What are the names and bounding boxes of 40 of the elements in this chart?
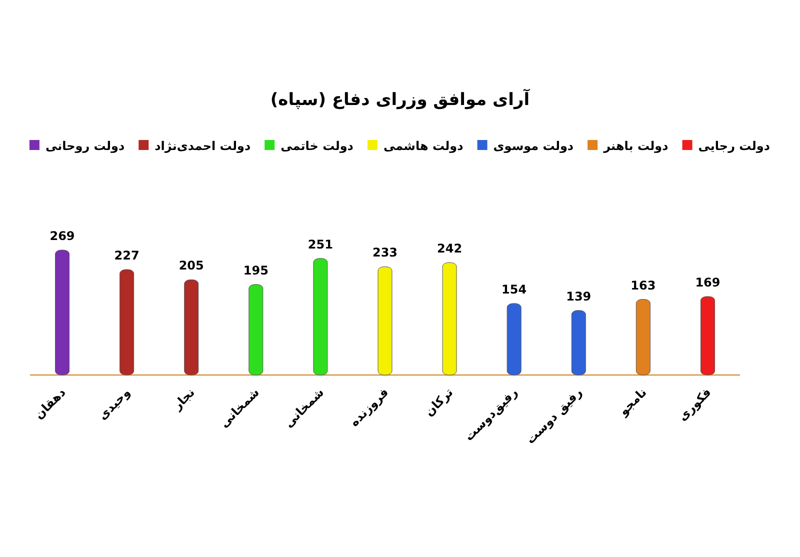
bar [55,250,70,376]
legend-label: دولت هاشمی [383,139,464,153]
data-label: 233 [372,246,398,260]
data-label: 195 [243,263,268,278]
x-tick-label: شمخانی [217,385,262,430]
data-label: 227 [114,248,140,263]
bar [442,262,457,376]
legend-label: دولت خاتمی [280,139,354,153]
bar [313,258,328,376]
data-label: 163 [630,278,656,292]
data-label: 154 [502,282,527,296]
x-tick-label: رفیق دوست [523,385,585,447]
x-tick-label: نجار [170,385,198,414]
data-label: 205 [178,258,204,273]
chart-title: آرای موافق وزرای دفاع (سپاه) [270,88,531,110]
legend-label: دولت موسوی [493,139,574,153]
x-tick-label: فکوری [675,385,714,424]
bar [636,299,650,376]
data-label: 251 [308,237,333,252]
bar [700,296,715,376]
legend-label: دولت باهنر [602,139,668,153]
bar [120,269,134,376]
bar [184,279,199,376]
bar [248,284,264,376]
data-label: 169 [695,275,720,290]
bar [378,266,392,376]
data-label: 242 [437,242,462,256]
x-tick-label: وحیدی [96,385,133,423]
data-label: 139 [566,289,592,304]
x-tick-label: ترکان [422,385,456,419]
legend-label: دولت رجایی [698,139,770,153]
legend-label: دولت روحانی [45,139,125,153]
x-tick-label: نامجو [616,385,650,419]
data-label: 269 [50,229,75,243]
x-tick-label: رفیق‌دوست [462,385,520,444]
x-tick-label: شمخانی [282,385,327,430]
x-tick-label: دهقان [32,385,68,422]
x-tick-label: فروزنده [347,385,392,430]
bar [506,303,522,376]
bar [571,310,586,376]
